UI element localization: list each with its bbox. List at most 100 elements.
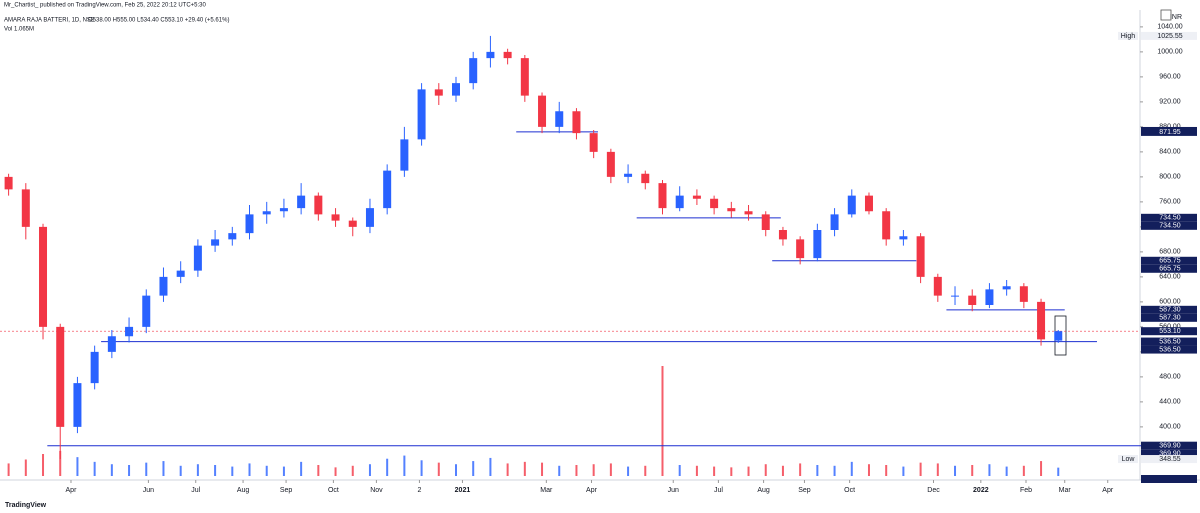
volume-bar [214, 465, 217, 476]
x-tick-label: Mar [1059, 487, 1072, 494]
volume-bar [575, 465, 578, 476]
price-label: 587.30 [1159, 307, 1181, 314]
candle-body [538, 95, 547, 127]
x-tick-label: Apr [66, 487, 78, 494]
volume-bar [59, 450, 62, 476]
candle-body [176, 270, 185, 277]
volume-bar [368, 464, 371, 476]
volume-bar [919, 462, 922, 476]
y-tick-label: 600.00 [1159, 299, 1181, 306]
candle-body [4, 176, 13, 190]
candle-body [228, 233, 237, 240]
scale-icon[interactable] [1160, 9, 1172, 21]
volume-bar [885, 465, 888, 476]
price-label-box [1141, 337, 1197, 346]
candle-body [417, 89, 426, 140]
volume-bar [695, 465, 698, 476]
volume-bar [76, 457, 79, 476]
volume-bar [644, 465, 647, 476]
y-tick-label: 800.00 [1159, 174, 1181, 181]
volume-bar [781, 465, 784, 476]
volume-bar [24, 459, 27, 476]
x-tick-label: Sep [280, 487, 293, 494]
volume-bar [609, 463, 612, 476]
price-label-box [1141, 256, 1197, 265]
volume-bar [420, 460, 423, 476]
candle-body [503, 51, 512, 59]
candle-body [434, 89, 443, 96]
candle-body [572, 111, 581, 134]
candle-body [107, 336, 116, 352]
price-label-box [1141, 213, 1197, 222]
x-tick-label: Aug [237, 487, 250, 494]
candle-body [830, 214, 839, 230]
candle-body [1054, 331, 1063, 341]
candle-body [159, 276, 168, 296]
symbol-title: AMARA RAJA BATTERI, 1D, NSE [4, 18, 95, 24]
volume-bar [196, 464, 199, 476]
price-label: 734.50 [1159, 215, 1181, 222]
x-tick-label: Oct [844, 487, 855, 494]
y-tick-label: 680.00 [1159, 249, 1181, 256]
candle-body [624, 173, 633, 177]
y-tick-label: 760.00 [1159, 199, 1181, 206]
volume-bar [179, 465, 182, 476]
volume-bar [850, 461, 853, 476]
price-label-box [1141, 31, 1197, 40]
volume-bar [988, 464, 991, 476]
price-label: 369.90 [1159, 443, 1181, 450]
volume-bar [265, 465, 268, 476]
price-label: 536.50 [1159, 346, 1181, 353]
volume-bar [816, 465, 819, 476]
candle-body [555, 111, 564, 127]
y-tick-label: 840.00 [1159, 149, 1181, 156]
candle-body [331, 214, 340, 221]
volume-bar [1040, 461, 1043, 476]
candle-body [262, 211, 271, 215]
candle-body [452, 83, 460, 96]
candle-body [933, 276, 942, 296]
candle-body [486, 51, 495, 59]
volume-bar [902, 466, 905, 476]
x-tick-label: Oct [328, 487, 339, 494]
price-label: 587.30 [1159, 315, 1181, 322]
candle-body [193, 245, 202, 271]
volume-bar [489, 457, 492, 476]
volume-bar [334, 467, 337, 476]
volume-bar [592, 464, 595, 476]
x-tick-label: 2022 [973, 487, 989, 494]
volume-bar [661, 366, 664, 476]
volume-bar [747, 466, 750, 476]
candle-body [692, 195, 701, 199]
price-tag-box [1118, 31, 1138, 40]
y-tick-label: 1040.00 [1157, 24, 1182, 31]
candle-body [658, 183, 667, 209]
volume-bar [678, 465, 681, 476]
candle-body [882, 211, 891, 240]
price-label-box [1141, 127, 1197, 136]
candle-body [968, 295, 977, 305]
volume-bar [954, 465, 957, 476]
candle-body [314, 195, 323, 215]
x-tick-label: Jun [668, 487, 679, 494]
price-label: 348.55 [1159, 456, 1181, 463]
volume-bar [300, 461, 303, 476]
volume-bar [541, 462, 544, 476]
y-tick-label: 1000.00 [1157, 49, 1182, 56]
candle-body [641, 173, 650, 184]
volume-bar [764, 464, 767, 476]
candle-body [778, 230, 787, 240]
price-label-box [1141, 327, 1197, 336]
candle-body [469, 58, 478, 84]
volume-bar [1005, 466, 1008, 476]
candle-body [1002, 286, 1011, 290]
price-tag: High [1121, 33, 1136, 40]
currency: INR [1170, 14, 1182, 21]
candle-body [744, 211, 753, 215]
candle-body [73, 383, 82, 427]
volume-bar [627, 466, 630, 476]
volume-legend: Vol 1.065M [4, 27, 34, 33]
volume-bar [472, 461, 475, 476]
price-label: 871.95 [1159, 129, 1181, 136]
price-label-box [1141, 441, 1197, 450]
